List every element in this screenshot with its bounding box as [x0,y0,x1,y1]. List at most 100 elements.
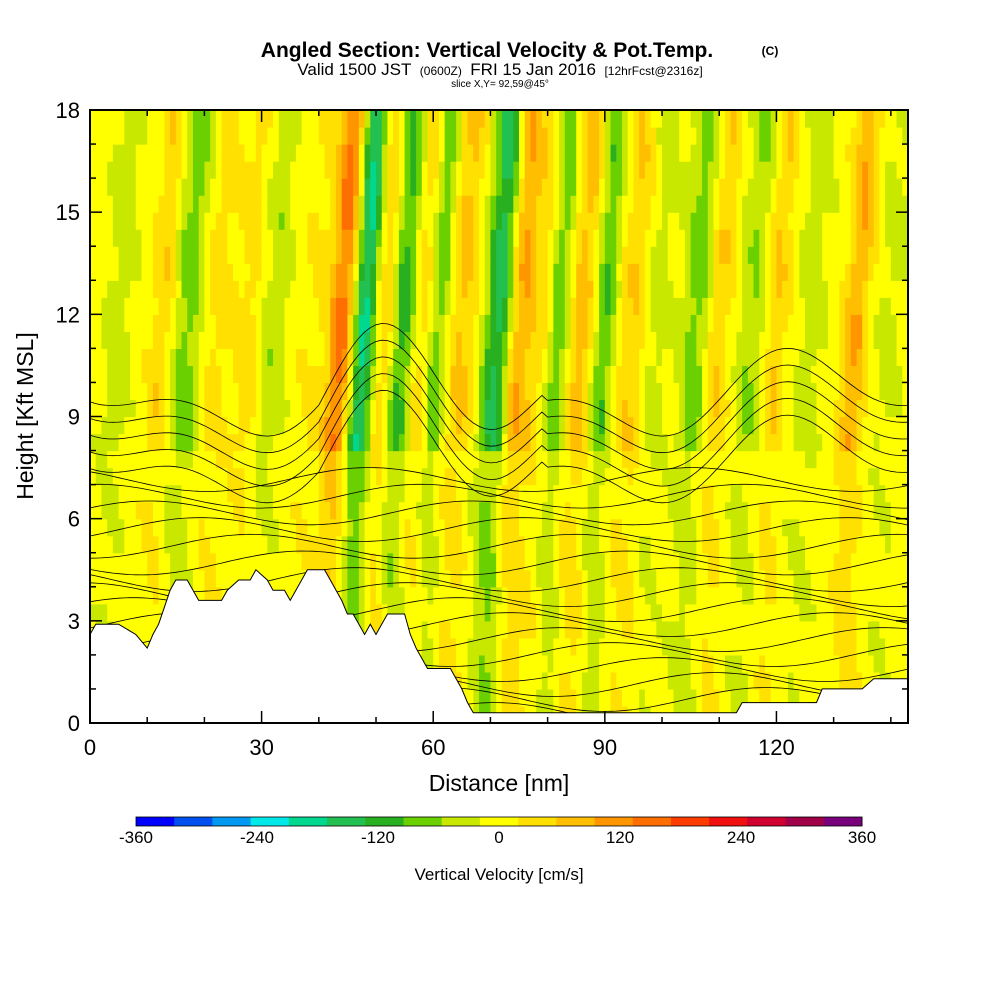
velocity-cell [530,212,537,230]
velocity-cell [335,450,343,469]
velocity-cell [135,484,143,503]
velocity-cell [673,586,680,605]
velocity-cell [130,365,137,384]
velocity-cell [295,365,303,384]
velocity-cell [456,671,463,690]
velocity-cell [90,603,97,622]
velocity-cell [862,246,869,264]
velocity-cell [318,144,326,162]
velocity-cell [776,603,783,622]
velocity-cell [147,314,154,332]
velocity-cell [776,212,783,230]
velocity-cell [170,331,177,349]
velocity-cell [255,501,263,520]
velocity-cell [233,263,240,281]
velocity-cell [490,297,497,315]
velocity-cell [867,263,875,281]
velocity-cell [673,280,680,298]
velocity-cell [284,450,291,469]
velocity-cell [381,178,389,196]
velocity-cell [684,552,692,571]
velocity-cell [473,229,480,247]
velocity-cell [90,382,97,401]
velocity-cell [639,331,646,349]
velocity-cell [667,212,675,230]
velocity-cell [759,127,766,145]
velocity-cell [427,586,434,605]
velocity-cell [621,671,629,690]
velocity-cell [370,552,377,571]
velocity-cell [782,535,789,554]
velocity-cell [576,501,583,520]
velocity-cell [524,586,532,605]
velocity-cell [95,603,103,622]
velocity-cell [484,331,492,349]
velocity-cell [210,297,217,315]
velocity-cell [902,144,908,162]
velocity-cell [827,246,835,264]
velocity-cell [519,501,526,520]
velocity-cell [576,280,583,298]
velocity-cell [170,195,177,213]
velocity-cell [519,416,526,435]
velocity-cell [101,246,108,264]
velocity-cell [885,535,892,554]
velocity-cell [461,161,469,179]
velocity-cell [644,552,652,571]
velocity-cell [662,586,669,605]
velocity-cell [753,450,760,469]
velocity-cell [341,484,349,503]
velocity-cell [519,382,526,401]
velocity-cell [581,280,589,298]
velocity-cell [507,484,514,503]
velocity-cell [130,416,137,435]
velocity-cell [507,314,514,332]
velocity-cell [175,127,183,145]
velocity-cell [776,688,783,707]
velocity-cell [284,501,291,520]
velocity-cell [604,603,612,622]
velocity-cell [604,620,612,639]
velocity-cell [364,314,371,332]
velocity-cell [267,314,274,332]
velocity-cell [656,637,663,656]
velocity-cell [747,535,755,554]
velocity-cell [347,127,354,145]
velocity-cell [353,416,360,435]
velocity-cell [593,552,600,571]
velocity-cell [650,348,657,367]
velocity-cell [742,348,749,367]
velocity-cell [496,484,503,503]
velocity-cell [387,603,394,622]
velocity-cell [885,195,892,213]
velocity-cell [107,484,114,503]
velocity-cell [221,535,228,554]
velocity-cell [376,484,383,503]
velocity-cell [662,671,669,690]
velocity-cell [673,467,680,486]
velocity-cell [587,195,594,213]
velocity-cell [862,671,869,690]
velocity-cell [890,450,898,469]
velocity-cell [490,450,497,469]
velocity-cell [107,331,114,349]
velocity-cell [856,433,863,452]
velocity-cell [633,569,640,588]
velocity-cell [221,552,228,571]
velocity-cell [210,518,217,537]
velocity-cell [713,569,720,588]
velocity-cell [656,246,663,264]
velocity-cell [233,399,240,418]
velocity-cell [398,433,406,452]
velocity-cell [530,654,537,673]
velocity-cell [181,552,188,571]
velocity-cell [278,433,286,452]
velocity-cell [450,331,457,349]
velocity-cell [707,348,715,367]
velocity-cell [707,450,715,469]
velocity-cell [398,280,406,298]
velocity-cell [244,552,251,571]
velocity-cell [627,263,635,281]
velocity-cell [885,450,892,469]
velocity-cell [135,314,143,332]
